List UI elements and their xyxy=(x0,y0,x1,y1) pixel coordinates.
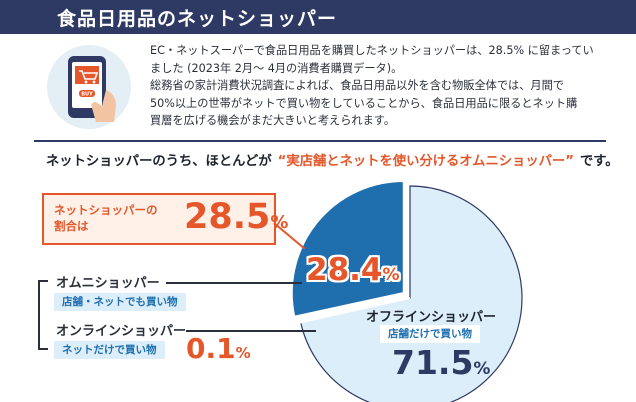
offline-number: 71.5 xyxy=(392,343,474,382)
headline-accent: “実店舗とネットを使い分けるオムニショッパー” xyxy=(277,154,574,169)
omni-slice-value: 28.4% xyxy=(306,252,400,288)
intro-line: EC・ネットスーパーで食品日用品を購買したネットショッパーは、28.5% に留ま… xyxy=(150,44,594,57)
pie-slice-offline xyxy=(299,185,523,402)
online-number: 0.1 xyxy=(186,332,236,365)
intro-line: 50%以上の世帯がネットで買い物をしていることから、食品日用品に限るとネット購 xyxy=(150,96,578,110)
share-label: ネットショッパーの割合は xyxy=(54,203,158,233)
omni-label: オムニショッパー xyxy=(56,276,160,291)
pie-slice-omni xyxy=(290,179,405,318)
online-tag: ネットだけで買い物 xyxy=(54,341,165,359)
intro-line: 総務省の家計消費状況調査によれば、食品日用品以外を含む物販全体では、月間で xyxy=(150,79,564,93)
headline: ネットショッパーのうち、ほとんどが “実店舗とネットを使い分けるオムニショッパー”… xyxy=(46,150,619,169)
online-label: オンラインショッパー xyxy=(56,324,187,339)
intro-line: 買層を広げる機会がまだ大きいと考えられます。 xyxy=(150,114,396,128)
omni-number: 28.4 xyxy=(306,252,383,288)
offline-value: 71.5% xyxy=(392,343,490,382)
buy-badge-text: BUY xyxy=(81,92,93,98)
header-bar: 食品日用品のネットショッパー xyxy=(0,0,636,34)
section-divider xyxy=(34,140,606,142)
segment-bracket xyxy=(38,280,48,350)
offline-tag: 店舗だけで買い物 xyxy=(380,325,480,343)
headline-prefix: ネットショッパーのうち、ほとんどが xyxy=(46,154,272,169)
intro-text: EC・ネットスーパーで食品日用品を購買したネットショッパーは、28.5% に留ま… xyxy=(150,42,620,130)
share-unit: % xyxy=(270,212,289,233)
shopping-cart-smartphone-icon: BUY xyxy=(47,45,131,129)
omni-tag: 店舗・ネットでも買い物 xyxy=(54,293,186,311)
omni-unit: % xyxy=(382,265,400,285)
omni-leader-line xyxy=(166,282,302,284)
offline-label: オフラインショッパー xyxy=(366,310,497,325)
headline-suffix: です。 xyxy=(579,154,619,169)
online-unit: % xyxy=(235,344,251,362)
offline-unit: % xyxy=(473,359,491,379)
share-number: 28.5 xyxy=(184,197,271,237)
pie-slice-online xyxy=(299,297,411,324)
page-title: 食品日用品のネットショッパー xyxy=(57,8,338,30)
share-callout: ネットショッパーの割合は 28.5% xyxy=(42,193,288,245)
share-value: 28.5% xyxy=(184,197,288,237)
online-leader-line xyxy=(186,330,316,332)
online-value: 0.1% xyxy=(186,332,251,365)
intro-line: ました (2023年 2月〜 4月の消費者購買データ)。 xyxy=(150,61,403,75)
